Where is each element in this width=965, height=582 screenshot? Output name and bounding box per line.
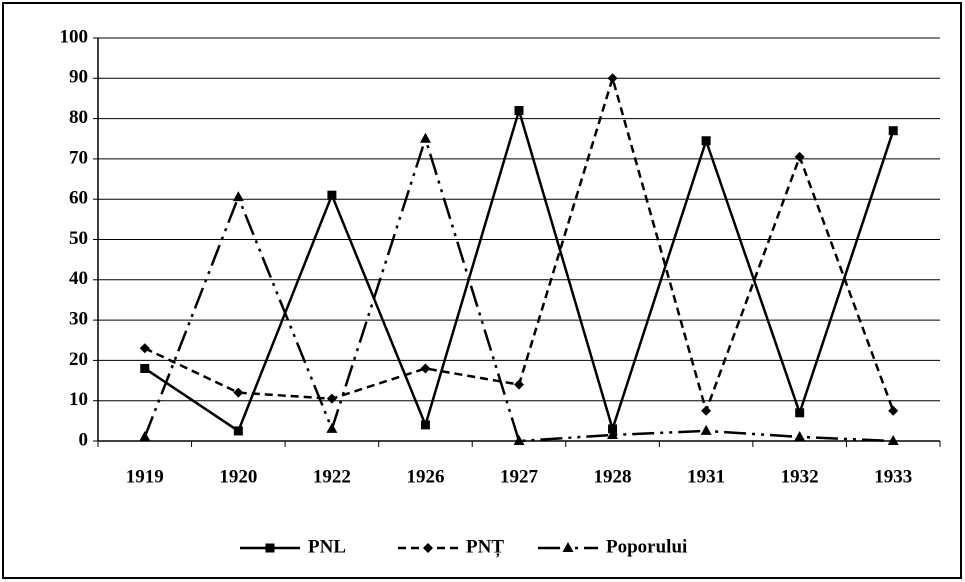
data-point [607,428,619,439]
data-point [514,379,524,390]
data-point [140,363,150,373]
data-point [887,435,899,445]
x-tick-label: 1927 [500,466,539,487]
x-tick-label: 1920 [219,466,257,487]
y-tick-label: 30 [69,308,88,329]
data-point [233,426,243,436]
x-tick-label: 1926 [406,466,444,487]
y-tick-label: 70 [69,147,88,168]
x-tick-label: 1933 [874,466,912,487]
x-tick-label: 1931 [687,466,725,487]
data-point [607,73,618,84]
data-point [700,424,712,435]
y-tick-label: 0 [79,429,89,450]
data-point [701,405,712,416]
y-tick-label: 100 [60,26,89,47]
data-point [608,424,618,434]
data-point [419,132,431,143]
data-point [139,430,151,441]
x-tick-label: 1928 [594,466,632,487]
x-tick-label: 1919 [126,466,164,487]
data-point [794,151,805,162]
legend-marker [265,543,275,553]
legend-label: Poporului [606,536,687,557]
data-point [139,343,150,354]
data-point [232,191,244,202]
data-point [888,405,899,416]
data-point [513,435,525,445]
y-tick-label: 60 [69,188,88,209]
y-tick-label: 90 [69,67,88,88]
y-tick-label: 20 [69,349,88,370]
data-point [794,430,806,441]
data-point [326,422,338,433]
x-tick-label: 1932 [781,466,819,487]
series-line [143,134,894,443]
data-point [420,420,430,430]
data-point [326,393,337,404]
data-point [795,408,805,418]
data-point [888,126,898,136]
data-point [420,363,431,374]
y-tick-label: 40 [69,268,88,289]
x-tick-label: 1922 [313,466,351,487]
data-point [233,387,244,398]
legend-marker [562,542,574,552]
y-tick-label: 50 [69,228,88,249]
legend-marker [423,543,433,553]
data-point [701,136,711,146]
y-tick-label: 10 [69,389,88,410]
data-point [327,190,337,200]
data-point [514,106,524,116]
y-tick-label: 80 [69,107,88,128]
legend-label: PNȚ [466,536,504,557]
legend-label: PNL [308,536,346,557]
